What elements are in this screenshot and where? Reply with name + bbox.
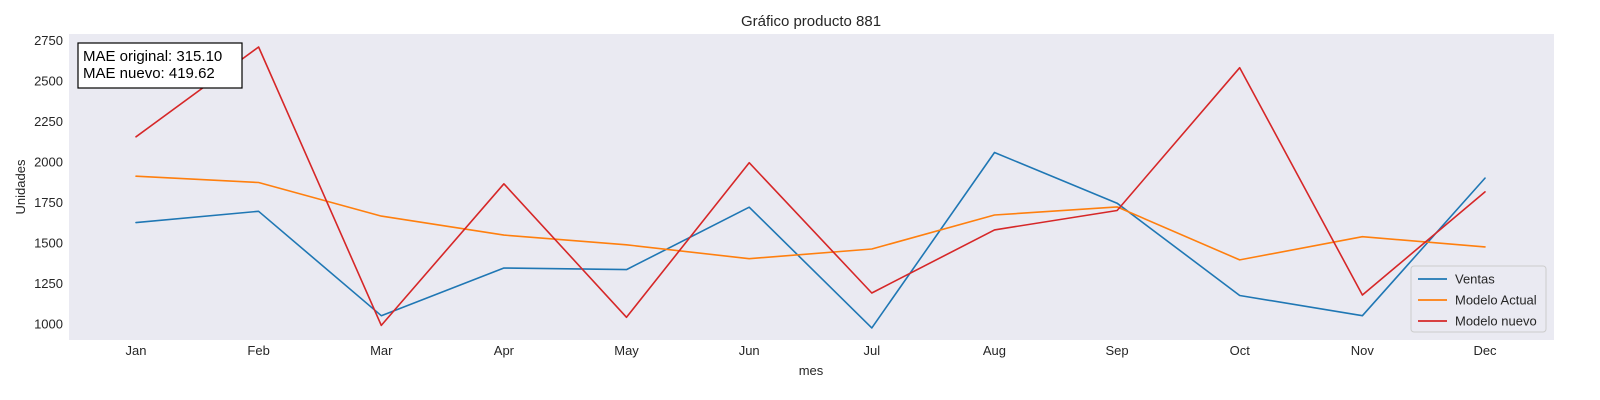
x-tick-label: Oct — [1230, 343, 1251, 358]
x-tick-label: Dec — [1473, 343, 1497, 358]
legend-box — [1410, 265, 1547, 333]
legend-label-modelo-nuevo: Modelo nuevo — [1455, 314, 1537, 329]
x-tick-label: Jun — [739, 343, 760, 358]
y-tick-label: 2000 — [34, 154, 63, 169]
mae-original-text: MAE original: 315.10 — [83, 48, 222, 65]
x-axis-label: mes — [799, 363, 824, 378]
x-tick-label: Nov — [1351, 343, 1375, 358]
x-tick-label: May — [614, 343, 639, 358]
annotation-box — [77, 42, 243, 89]
legend: Ventas Modelo Actual Modelo nuevo — [1410, 265, 1547, 333]
x-tick-label: Apr — [494, 343, 515, 358]
y-axis-label: Unidades — [13, 159, 28, 214]
y-tick-label: 1500 — [34, 235, 63, 250]
chart-title: Gráfico producto 881 — [741, 13, 881, 30]
series-line-modelo-nuevo — [135, 46, 1486, 327]
y-tick-label: 2250 — [34, 114, 63, 129]
x-axis-ticks: Jan Feb Mar Apr May Jun Jul Aug Sep Oct Nov Dec — [126, 343, 1498, 358]
series-lines — [135, 46, 1486, 329]
x-tick-label: Mar — [370, 343, 393, 358]
x-tick-label: Aug — [983, 343, 1006, 358]
y-tick-label: 2750 — [34, 33, 63, 48]
mae-annotation: MAE original: 315.10 MAE nuevo: 419.62 — [77, 42, 243, 89]
mae-nuevo-text: MAE nuevo: 419.62 — [83, 65, 215, 82]
series-line-ventas — [135, 151, 1486, 329]
y-axis-ticks: 1000 1250 1500 1750 2000 2250 2500 2750 — [34, 33, 63, 331]
x-tick-label: Jul — [864, 343, 881, 358]
y-tick-label: 1250 — [34, 276, 63, 291]
y-tick-label: 1750 — [34, 195, 63, 210]
legend-label-modelo-actual: Modelo Actual — [1455, 293, 1537, 308]
x-tick-label: Sep — [1106, 343, 1129, 358]
plot-area — [69, 34, 1554, 340]
series-line-modelo-actual — [135, 175, 1486, 261]
legend-label-ventas: Ventas — [1455, 272, 1495, 287]
y-tick-label: 2500 — [34, 73, 63, 88]
x-tick-label: Feb — [247, 343, 269, 358]
x-tick-label: Jan — [126, 343, 147, 358]
y-tick-label: 1000 — [34, 316, 63, 331]
